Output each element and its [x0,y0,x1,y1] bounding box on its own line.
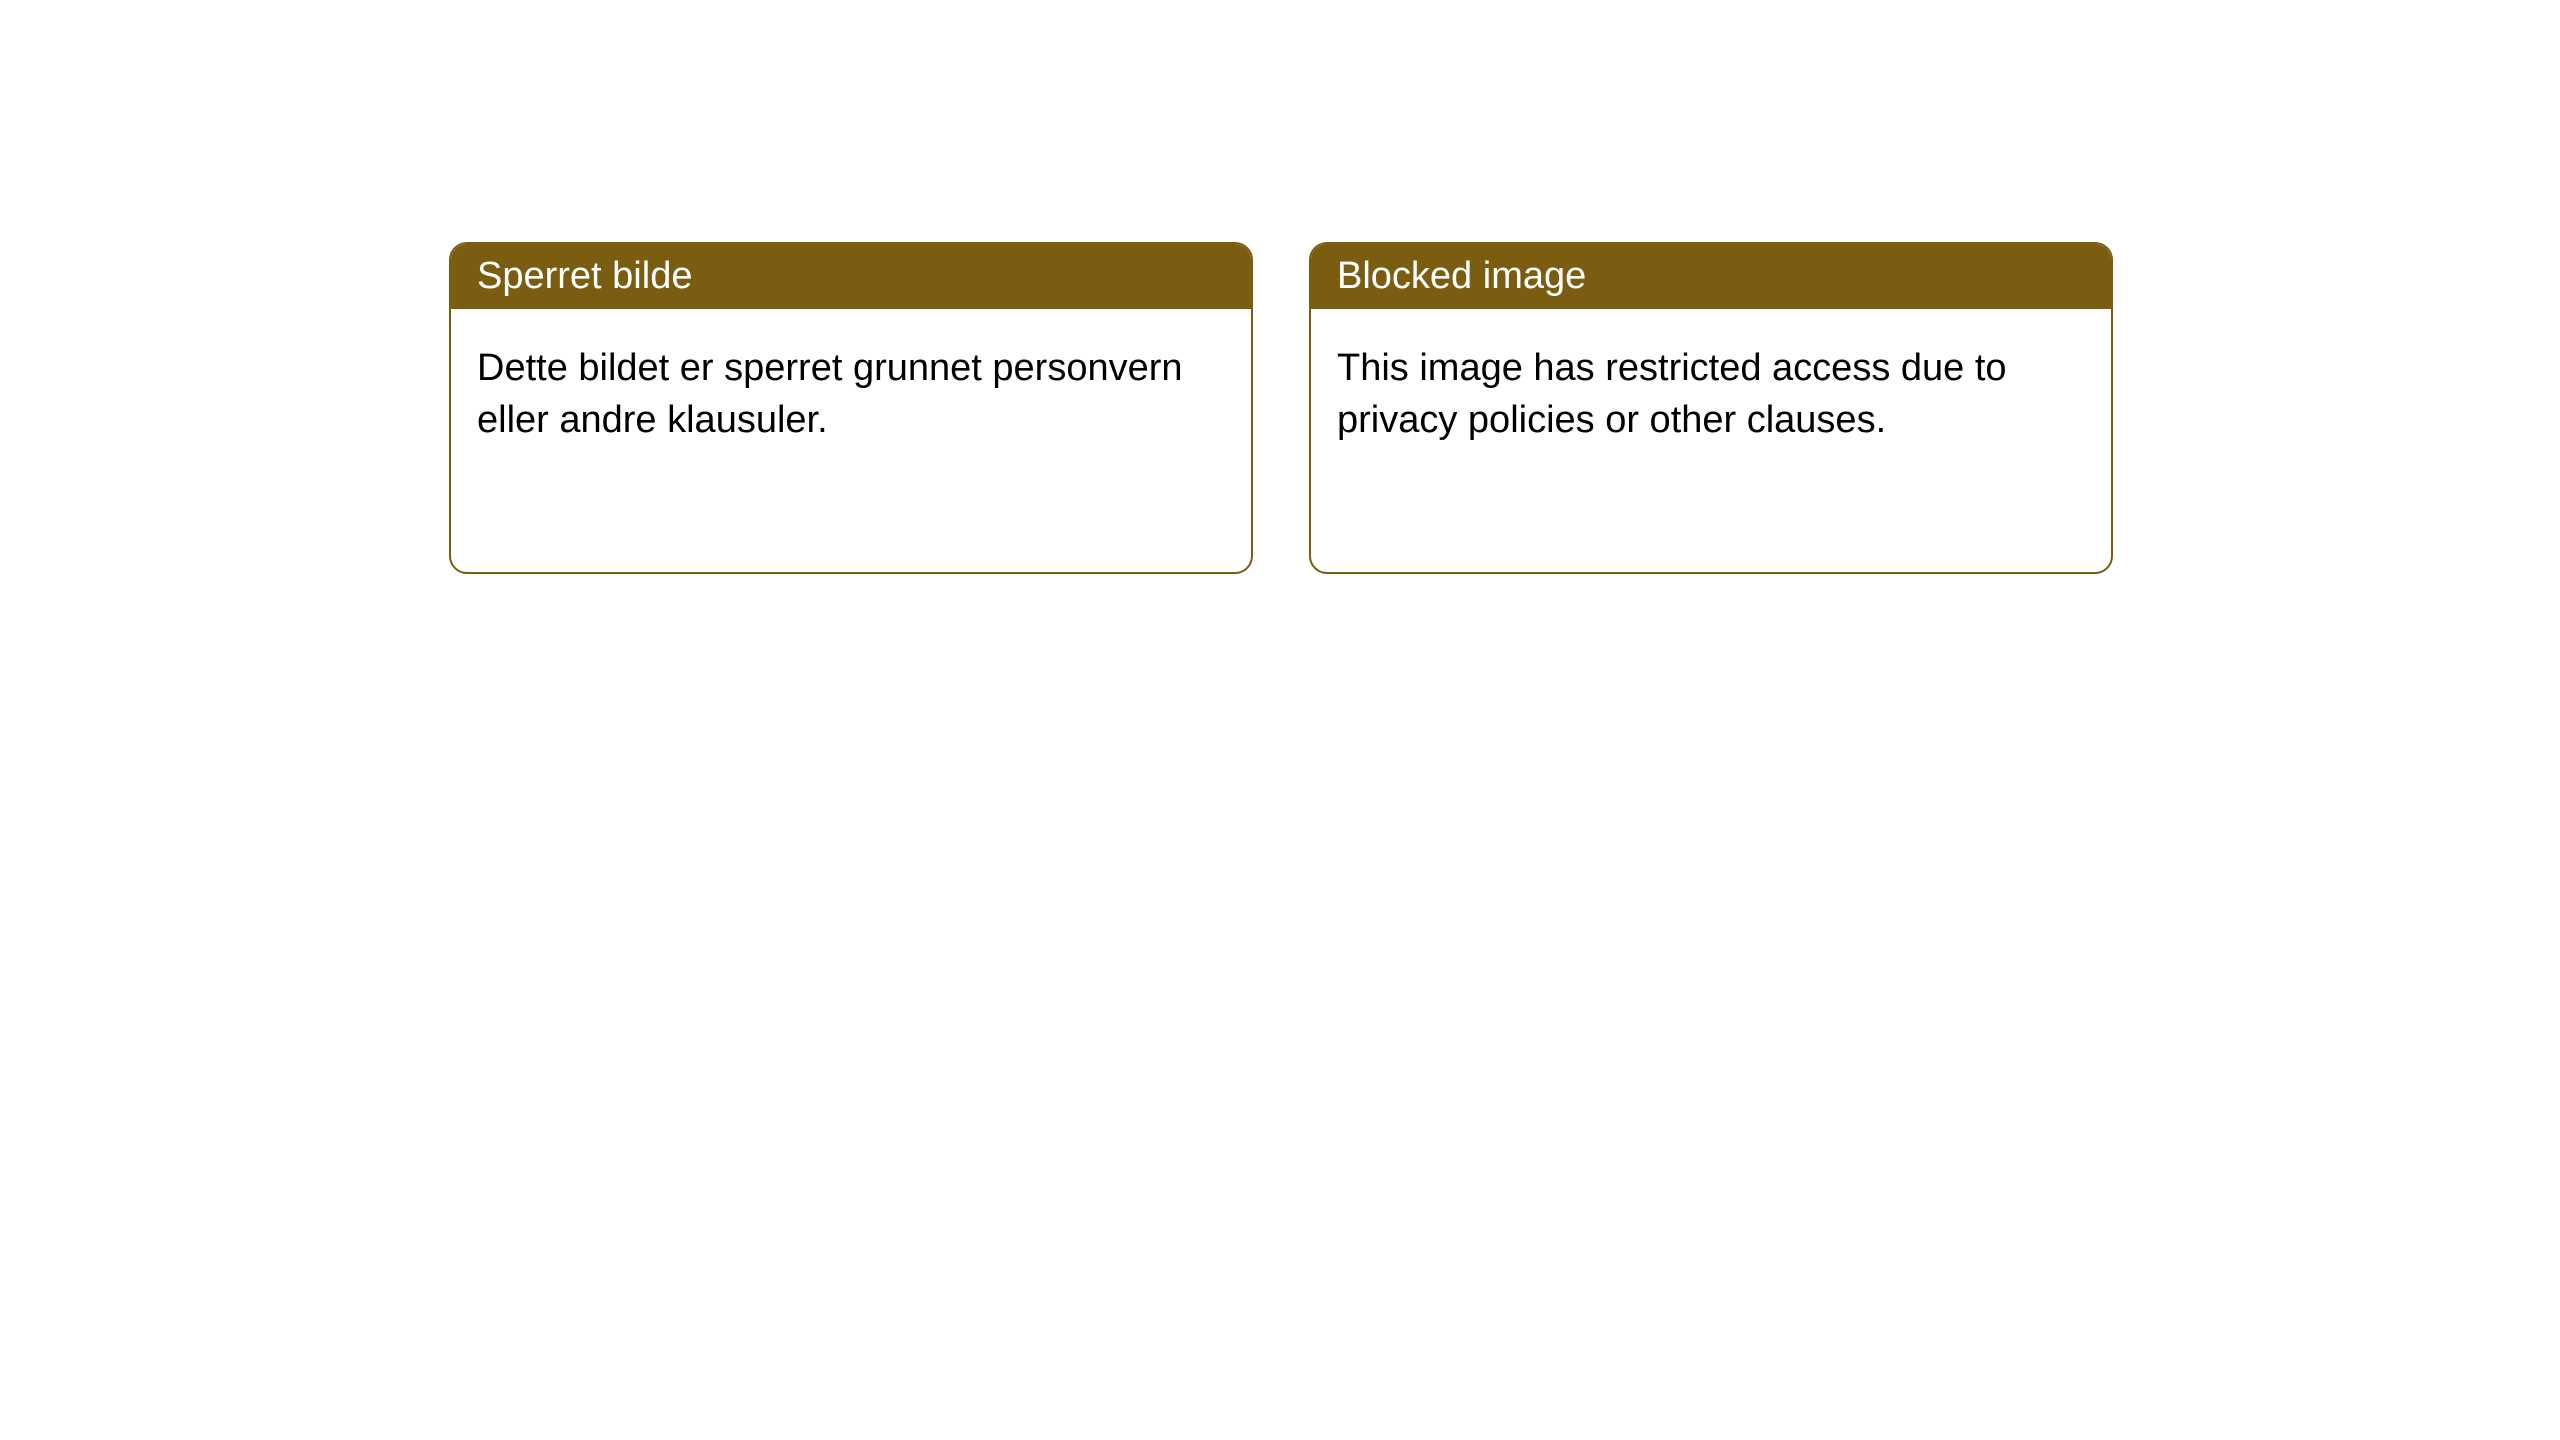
notice-container: Sperret bilde Dette bildet er sperret gr… [0,0,2560,574]
notice-card-english: Blocked image This image has restricted … [1309,242,2113,574]
card-body: Dette bildet er sperret grunnet personve… [451,309,1251,480]
card-body-text: Dette bildet er sperret grunnet personve… [477,347,1183,440]
card-body-text: This image has restricted access due to … [1337,347,2007,440]
card-title: Blocked image [1337,255,1586,297]
card-title: Sperret bilde [477,255,692,297]
card-header: Sperret bilde [451,244,1251,309]
card-body: This image has restricted access due to … [1311,309,2111,480]
notice-card-norwegian: Sperret bilde Dette bildet er sperret gr… [449,242,1253,574]
card-header: Blocked image [1311,244,2111,309]
